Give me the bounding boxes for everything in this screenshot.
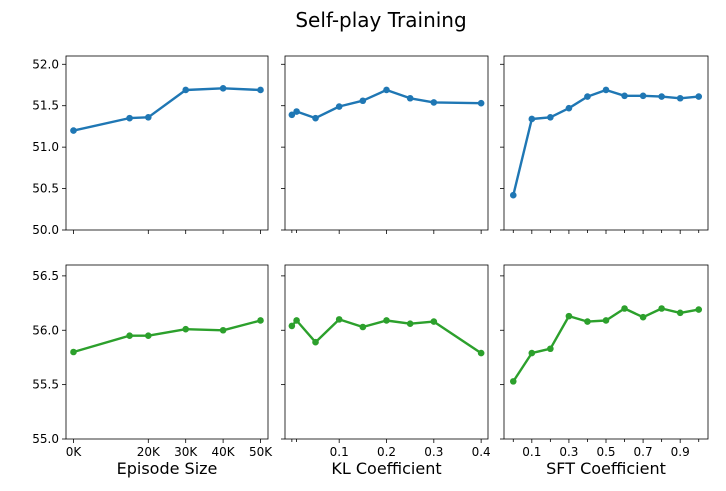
- data-point: [528, 115, 536, 123]
- data-point: [406, 94, 414, 102]
- axes-frame: [65, 55, 269, 231]
- data-point: [584, 318, 591, 325]
- data-point: [182, 325, 190, 333]
- x-axis-label: Episode Size: [117, 459, 218, 478]
- data-point: [676, 94, 684, 102]
- data-point: [219, 326, 227, 334]
- data-point: [639, 92, 647, 100]
- data-point: [144, 332, 152, 339]
- subplot-grid: 50.0 50.5 51.0 51.5 52.0 55.0 55.5 56.0 56.5 0K 20…: [32, 55, 709, 478]
- x-tick-label: 0.4: [472, 445, 491, 459]
- data-point: [383, 317, 390, 324]
- x-tick-label: 0.1: [330, 445, 349, 459]
- y-tick-label: 52.0: [32, 57, 59, 71]
- x-axis-label: SFT Coefficient: [546, 459, 666, 478]
- series-line: [290, 318, 483, 355]
- y-tick-label: 50.0: [32, 223, 59, 237]
- data-point: [565, 104, 573, 112]
- x-tick-label: 40K: [212, 445, 236, 459]
- y-tick-label: 51.0: [32, 140, 59, 154]
- data-point: [658, 305, 665, 312]
- data-point: [477, 349, 485, 357]
- data-point: [584, 93, 591, 100]
- series-line: [72, 87, 262, 132]
- subplot-4: 55.0 55.5 56.0 56.5 0K 20K 30K 40K 50K Episode Si…: [32, 264, 273, 478]
- y-tick-label: 56.5: [32, 269, 59, 283]
- axes-frame: [284, 55, 489, 231]
- data-point: [509, 191, 517, 199]
- x-tick-label: 50K: [249, 445, 273, 459]
- data-point: [182, 86, 190, 94]
- data-point: [293, 108, 300, 115]
- y-tick-label: 50.5: [32, 182, 59, 196]
- data-point: [676, 309, 684, 317]
- y-tick-label: 56.0: [32, 323, 59, 337]
- subplot-3: [500, 55, 709, 234]
- data-point: [528, 349, 536, 357]
- x-tick-label: 0.3: [424, 445, 443, 459]
- data-point: [430, 99, 438, 106]
- figure-title: Self-play Training: [295, 8, 466, 32]
- data-point: [695, 306, 703, 313]
- data-point: [602, 317, 610, 324]
- subplot-2: [281, 55, 489, 234]
- x-axis-label: KL Coefficient: [331, 459, 441, 478]
- data-point: [70, 127, 77, 134]
- x-tick-label: 0.2: [377, 445, 396, 459]
- data-point: [288, 322, 296, 330]
- data-point: [359, 323, 367, 331]
- x-tick-label: 0K: [66, 445, 83, 459]
- data-point: [312, 114, 319, 122]
- x-tick-label: 20K: [137, 445, 161, 459]
- x-tick-label: 0.1: [522, 445, 541, 459]
- data-point: [383, 86, 390, 94]
- series-line: [290, 88, 483, 120]
- subplot-5: 0.1 0.2 0.3 0.4 KL Coefficient: [281, 264, 491, 478]
- data-point: [430, 318, 438, 325]
- data-point: [621, 92, 628, 100]
- data-point: [695, 93, 703, 100]
- series-line: [72, 319, 262, 354]
- data-point: [70, 348, 77, 356]
- subplot-1: 50.0 50.5 51.0 51.5 52.0: [32, 55, 269, 237]
- data-point: [621, 305, 628, 312]
- data-point: [335, 316, 343, 323]
- data-point: [477, 99, 485, 107]
- axes-frame: [65, 264, 269, 440]
- data-point: [658, 93, 665, 100]
- data-point: [335, 103, 343, 110]
- axes-frame: [503, 55, 709, 231]
- data-point: [406, 320, 414, 328]
- data-point: [639, 313, 647, 321]
- x-tick-label: 0.5: [596, 445, 615, 459]
- data-point: [288, 111, 296, 119]
- y-tick-label: 51.5: [32, 99, 59, 113]
- x-tick-label: 0.9: [671, 445, 690, 459]
- x-tick-label: 0.7: [634, 445, 653, 459]
- x-tick-label: 30K: [174, 445, 198, 459]
- data-point: [547, 114, 554, 121]
- x-tick-label: 0.3: [559, 445, 578, 459]
- axes-frame: [284, 264, 489, 440]
- data-point: [126, 332, 133, 339]
- series-line: [512, 88, 700, 197]
- data-point: [257, 317, 264, 324]
- y-tick-label: 55.0: [32, 432, 59, 446]
- data-point: [126, 114, 133, 122]
- data-point: [547, 345, 554, 353]
- data-point: [565, 312, 573, 320]
- data-point: [293, 317, 300, 324]
- y-tick-label: 55.5: [32, 378, 59, 392]
- data-point: [144, 114, 152, 121]
- data-point: [359, 97, 367, 105]
- data-point: [602, 86, 610, 94]
- data-point: [219, 85, 227, 92]
- data-point: [312, 338, 319, 346]
- subplot-6: 0.1 0.3 0.5 0.7 0.9 SFT Coefficient: [500, 264, 709, 478]
- data-point: [257, 86, 264, 94]
- data-point: [509, 378, 517, 385]
